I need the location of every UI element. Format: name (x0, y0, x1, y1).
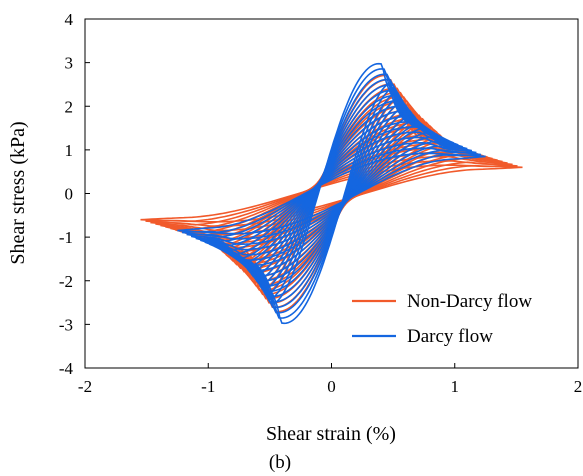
x-axis-label: Shear strain (%) (266, 423, 396, 445)
y-tick-label: 1 (65, 141, 74, 160)
hysteresis-loop (239, 78, 424, 309)
plot-area-frame (84, 18, 579, 369)
hysteresis-loop (150, 155, 513, 232)
y-axis-label: Shear stress (kPa) (7, 121, 29, 264)
y-tick-label: -2 (59, 272, 73, 291)
hysteresis-loop (195, 131, 468, 256)
ticks-layer: -4 -3 -2 -1 0 1 2 3 4 -2 -1 0 1 2 (59, 10, 582, 396)
y-tick-label: 3 (65, 54, 74, 73)
legend-label-darcy: Darcy flow (407, 326, 493, 347)
y-tick-label: -1 (59, 228, 73, 247)
x-tick-label: -2 (78, 377, 92, 396)
y-tick-label: -4 (59, 359, 74, 378)
x-tick-label: 2 (574, 377, 583, 396)
legend: Non-Darcy flow Darcy flow (352, 291, 532, 347)
figure-caption: (b) (269, 452, 291, 473)
hysteresis-loop (186, 141, 477, 246)
y-tick-label: 0 (65, 185, 74, 204)
series-non-darcy-flow (140, 74, 523, 313)
x-tick-label: 1 (451, 377, 460, 396)
hysteresis-loop (181, 147, 482, 240)
x-tick-label: -1 (201, 377, 215, 396)
y-tick-label: 2 (65, 97, 74, 116)
legend-label-non-darcy: Non-Darcy flow (407, 291, 532, 312)
hysteresis-loop (145, 160, 518, 227)
hysteresis-loop (177, 152, 486, 235)
series-darcy-flow (177, 62, 486, 325)
x-tick-label: 0 (327, 377, 336, 396)
series-layer (140, 62, 523, 325)
hysteresis-loop (190, 136, 473, 251)
y-tick-label: -3 (59, 315, 73, 334)
y-tick-label: 4 (65, 10, 74, 29)
